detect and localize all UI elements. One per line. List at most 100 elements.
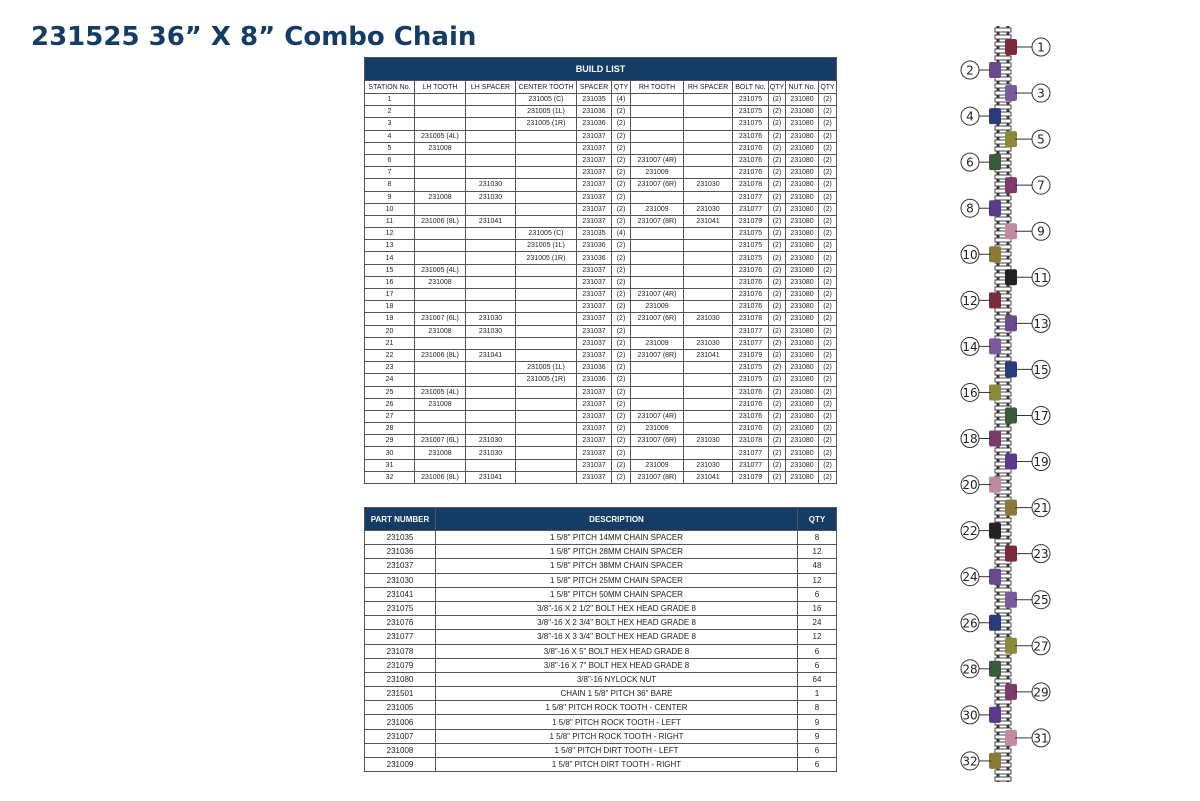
chain-link — [994, 426, 1012, 432]
table-cell: 32 — [364, 470, 415, 485]
table-cell: (2) — [611, 446, 631, 460]
callout-label: 12 — [962, 294, 977, 308]
table-row: 231030 1 5/8" PITCH 25MM CHAIN SPACER 12 — [364, 572, 837, 588]
table-row: 23 231005 (1L) 231036 (2) 231075 (2) 231080 (2) — [364, 361, 838, 375]
tooth — [989, 522, 1001, 539]
table-cell: 231007 (6R) — [630, 312, 684, 326]
table-cell — [630, 92, 684, 107]
table-cell: (2) — [817, 129, 838, 143]
table-cell: (2) — [768, 105, 786, 119]
callout-circle — [960, 659, 980, 679]
table-cell — [414, 178, 466, 192]
table-cell: 231077 — [732, 446, 769, 460]
chain-link — [994, 657, 1012, 663]
tooth — [989, 154, 1001, 171]
table-cell: 231037 — [576, 348, 612, 363]
table-row: 30 231008 231030 231037 (2) 231077 (2) 231080 (2… — [364, 446, 838, 460]
table-cell: 231037 — [576, 446, 612, 460]
table-cell: (2) — [768, 373, 786, 387]
table-cell — [683, 385, 733, 399]
table-cell — [630, 373, 684, 387]
table-cell: 231075 — [732, 105, 769, 119]
table-cell: 231037 — [576, 214, 612, 229]
callout-label: 20 — [962, 478, 977, 492]
table-cell: 231008 — [414, 446, 466, 460]
chain-link — [994, 769, 1012, 775]
table-cell: (2) — [768, 251, 786, 265]
table-cell: (2) — [817, 239, 838, 253]
table-cell — [515, 214, 577, 229]
table-row: 2 231005 (1L) 231036 (2) 231075 (2) 231080 (2) — [364, 105, 838, 119]
chain-link — [994, 538, 1012, 544]
table-cell: (2) — [768, 129, 786, 143]
table-cell — [630, 117, 684, 131]
table-cell: (2) — [768, 141, 786, 155]
table-cell: 8 — [364, 178, 415, 192]
table-cell: 231006 — [364, 714, 436, 730]
tooth — [1005, 729, 1017, 746]
table-cell: 231080 — [785, 153, 819, 168]
table-cell: 231080 — [785, 117, 819, 131]
table-cell — [414, 422, 466, 436]
table-cell: (2) — [611, 129, 631, 143]
table-cell: (2) — [768, 397, 786, 411]
callout-circle — [960, 613, 980, 633]
tooth — [1005, 269, 1017, 286]
table-cell: 28 — [364, 422, 415, 436]
table-cell: 1 5/8" PITCH 50MM CHAIN SPACER — [435, 586, 798, 602]
table-cell: 231030 — [683, 178, 733, 192]
table-cell: 6 — [797, 643, 837, 659]
table-cell: 231076 — [732, 263, 769, 277]
table-cell — [465, 92, 516, 107]
table-cell — [683, 422, 733, 436]
table-cell: (2) — [817, 202, 838, 216]
table-cell: 1 5/8" PITCH DIRT TOOTH - RIGHT — [435, 756, 798, 773]
callout-circle — [1031, 175, 1051, 195]
table-cell: 231036 — [576, 105, 612, 119]
table-cell — [414, 92, 466, 107]
chain-link — [994, 447, 1012, 453]
table-row: 231077 3/8"-16 X 3 3/4" BOLT HEX HEAD GRA… — [364, 629, 837, 645]
table-cell: 231080 — [785, 287, 819, 302]
table-cell: 231006 (8L) — [414, 470, 466, 485]
column-header: LH TOOTH — [414, 80, 466, 94]
chain-link — [994, 34, 1012, 40]
table-cell: 231078 — [732, 178, 769, 192]
table-cell — [683, 166, 733, 180]
table-cell: 231078 — [732, 434, 769, 448]
table-cell: (2) — [768, 312, 786, 326]
table-cell: 1 5/8" PITCH 25MM CHAIN SPACER — [435, 572, 798, 588]
table-cell: 231036 — [576, 117, 612, 131]
table-row: 25 231005 (4L) 231037 (2) 231076 (2) 231080 (2) — [364, 385, 838, 399]
table-cell: 231005 (1L) — [515, 361, 577, 375]
callout-label: 15 — [1033, 363, 1048, 377]
table-cell: 231005 (4L) — [414, 385, 466, 399]
table-cell: 231077 — [732, 458, 769, 472]
callout-circle — [1031, 359, 1051, 379]
table-cell: 231008 — [414, 324, 466, 338]
table-cell: 231080 — [785, 446, 819, 460]
callout-label: 27 — [1033, 639, 1048, 653]
table-row: 231009 1 5/8" PITCH DIRT TOOTH - RIGHT 6 — [364, 756, 837, 773]
table-cell: 231005 (4L) — [414, 129, 466, 143]
column-header: QTY — [768, 80, 786, 94]
table-cell: 231007 (4R) — [630, 153, 684, 168]
table-cell: (2) — [768, 275, 786, 290]
table-cell: (2) — [817, 117, 838, 131]
table-cell: 2 — [364, 105, 415, 119]
table-cell: 231080 — [785, 178, 819, 192]
table-cell: 231077 — [732, 202, 769, 216]
table-cell: 231079 — [732, 214, 769, 229]
callout-label: 23 — [1033, 547, 1048, 561]
table-row: 231007 1 5/8" PITCH ROCK TOOTH - RIGHT 9 — [364, 728, 837, 744]
table-cell: 231030 — [465, 190, 516, 204]
table-row: 8 231030 231037 (2) 231007 (6R) 231030 231078(… — [364, 178, 838, 192]
callout-circle — [1031, 728, 1051, 748]
table-cell: (2) — [817, 422, 838, 436]
table-cell: 231030 — [465, 324, 516, 338]
table-cell — [515, 263, 577, 277]
callout-label: 7 — [1037, 179, 1045, 193]
table-cell — [630, 251, 684, 265]
table-cell — [630, 105, 684, 119]
table-cell: (2) — [817, 275, 838, 290]
